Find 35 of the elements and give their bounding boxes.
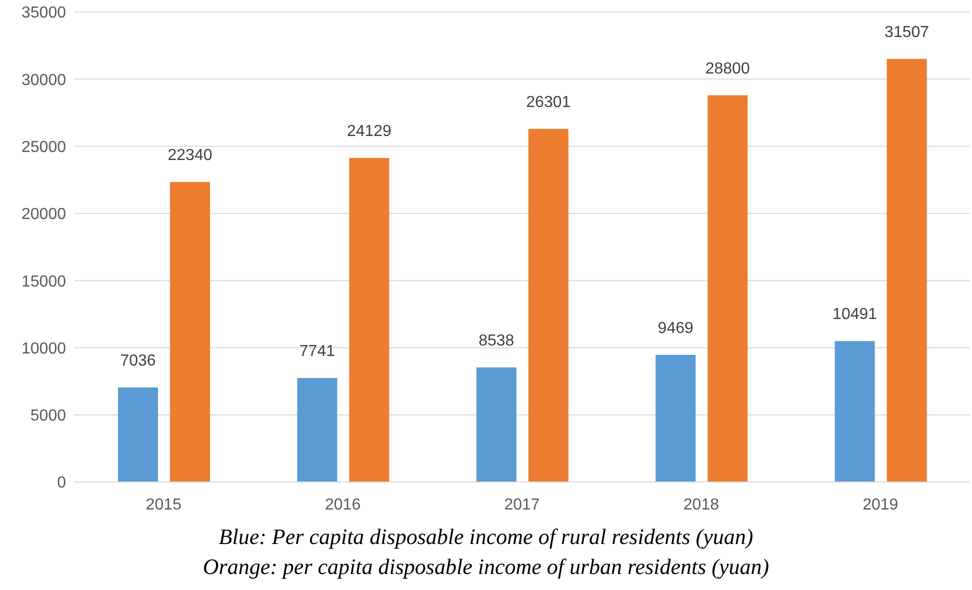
x-tick-label: 2018 [683, 496, 720, 514]
data-label: 24129 [346, 122, 392, 140]
data-label: 10491 [832, 306, 878, 324]
data-label: 8538 [478, 332, 514, 350]
y-tick-label: 15000 [22, 273, 66, 290]
y-tick-label: 20000 [22, 206, 66, 224]
bar [118, 388, 158, 482]
bar [297, 378, 338, 482]
bar [349, 158, 390, 482]
data-label: 26301 [526, 94, 571, 111]
data-label: 7741 [299, 343, 336, 360]
y-tick-label: 30000 [22, 72, 66, 89]
data-label: 7036 [120, 352, 156, 370]
bar [476, 367, 516, 482]
text: Orange: per capita disposable income of urban residents (yuan) [202, 553, 770, 581]
text: Blue: Per capita disposable income of rural residents (yuan) [218, 523, 754, 551]
bar [170, 182, 210, 482]
x-tick-label: 2019 [862, 496, 898, 514]
x-tick-label: 2015 [146, 496, 182, 514]
bar [656, 354, 696, 482]
x-tick-label: 2017 [504, 496, 540, 514]
y-tick-label: 5000 [30, 408, 66, 425]
data-label: 31507 [884, 24, 930, 41]
bar [708, 95, 748, 482]
y-tick-label: 10000 [22, 340, 66, 358]
bar [528, 128, 568, 482]
bar [886, 58, 927, 482]
y-tick-label: 0 [57, 474, 66, 492]
x-tick-label: 2016 [325, 496, 361, 514]
y-tick-label: 25000 [22, 138, 66, 156]
data-label: 9469 [658, 320, 694, 337]
bar [834, 341, 875, 482]
data-label: 28800 [705, 60, 750, 78]
y-tick-label: 35000 [22, 4, 66, 22]
data-label: 22340 [168, 147, 212, 164]
